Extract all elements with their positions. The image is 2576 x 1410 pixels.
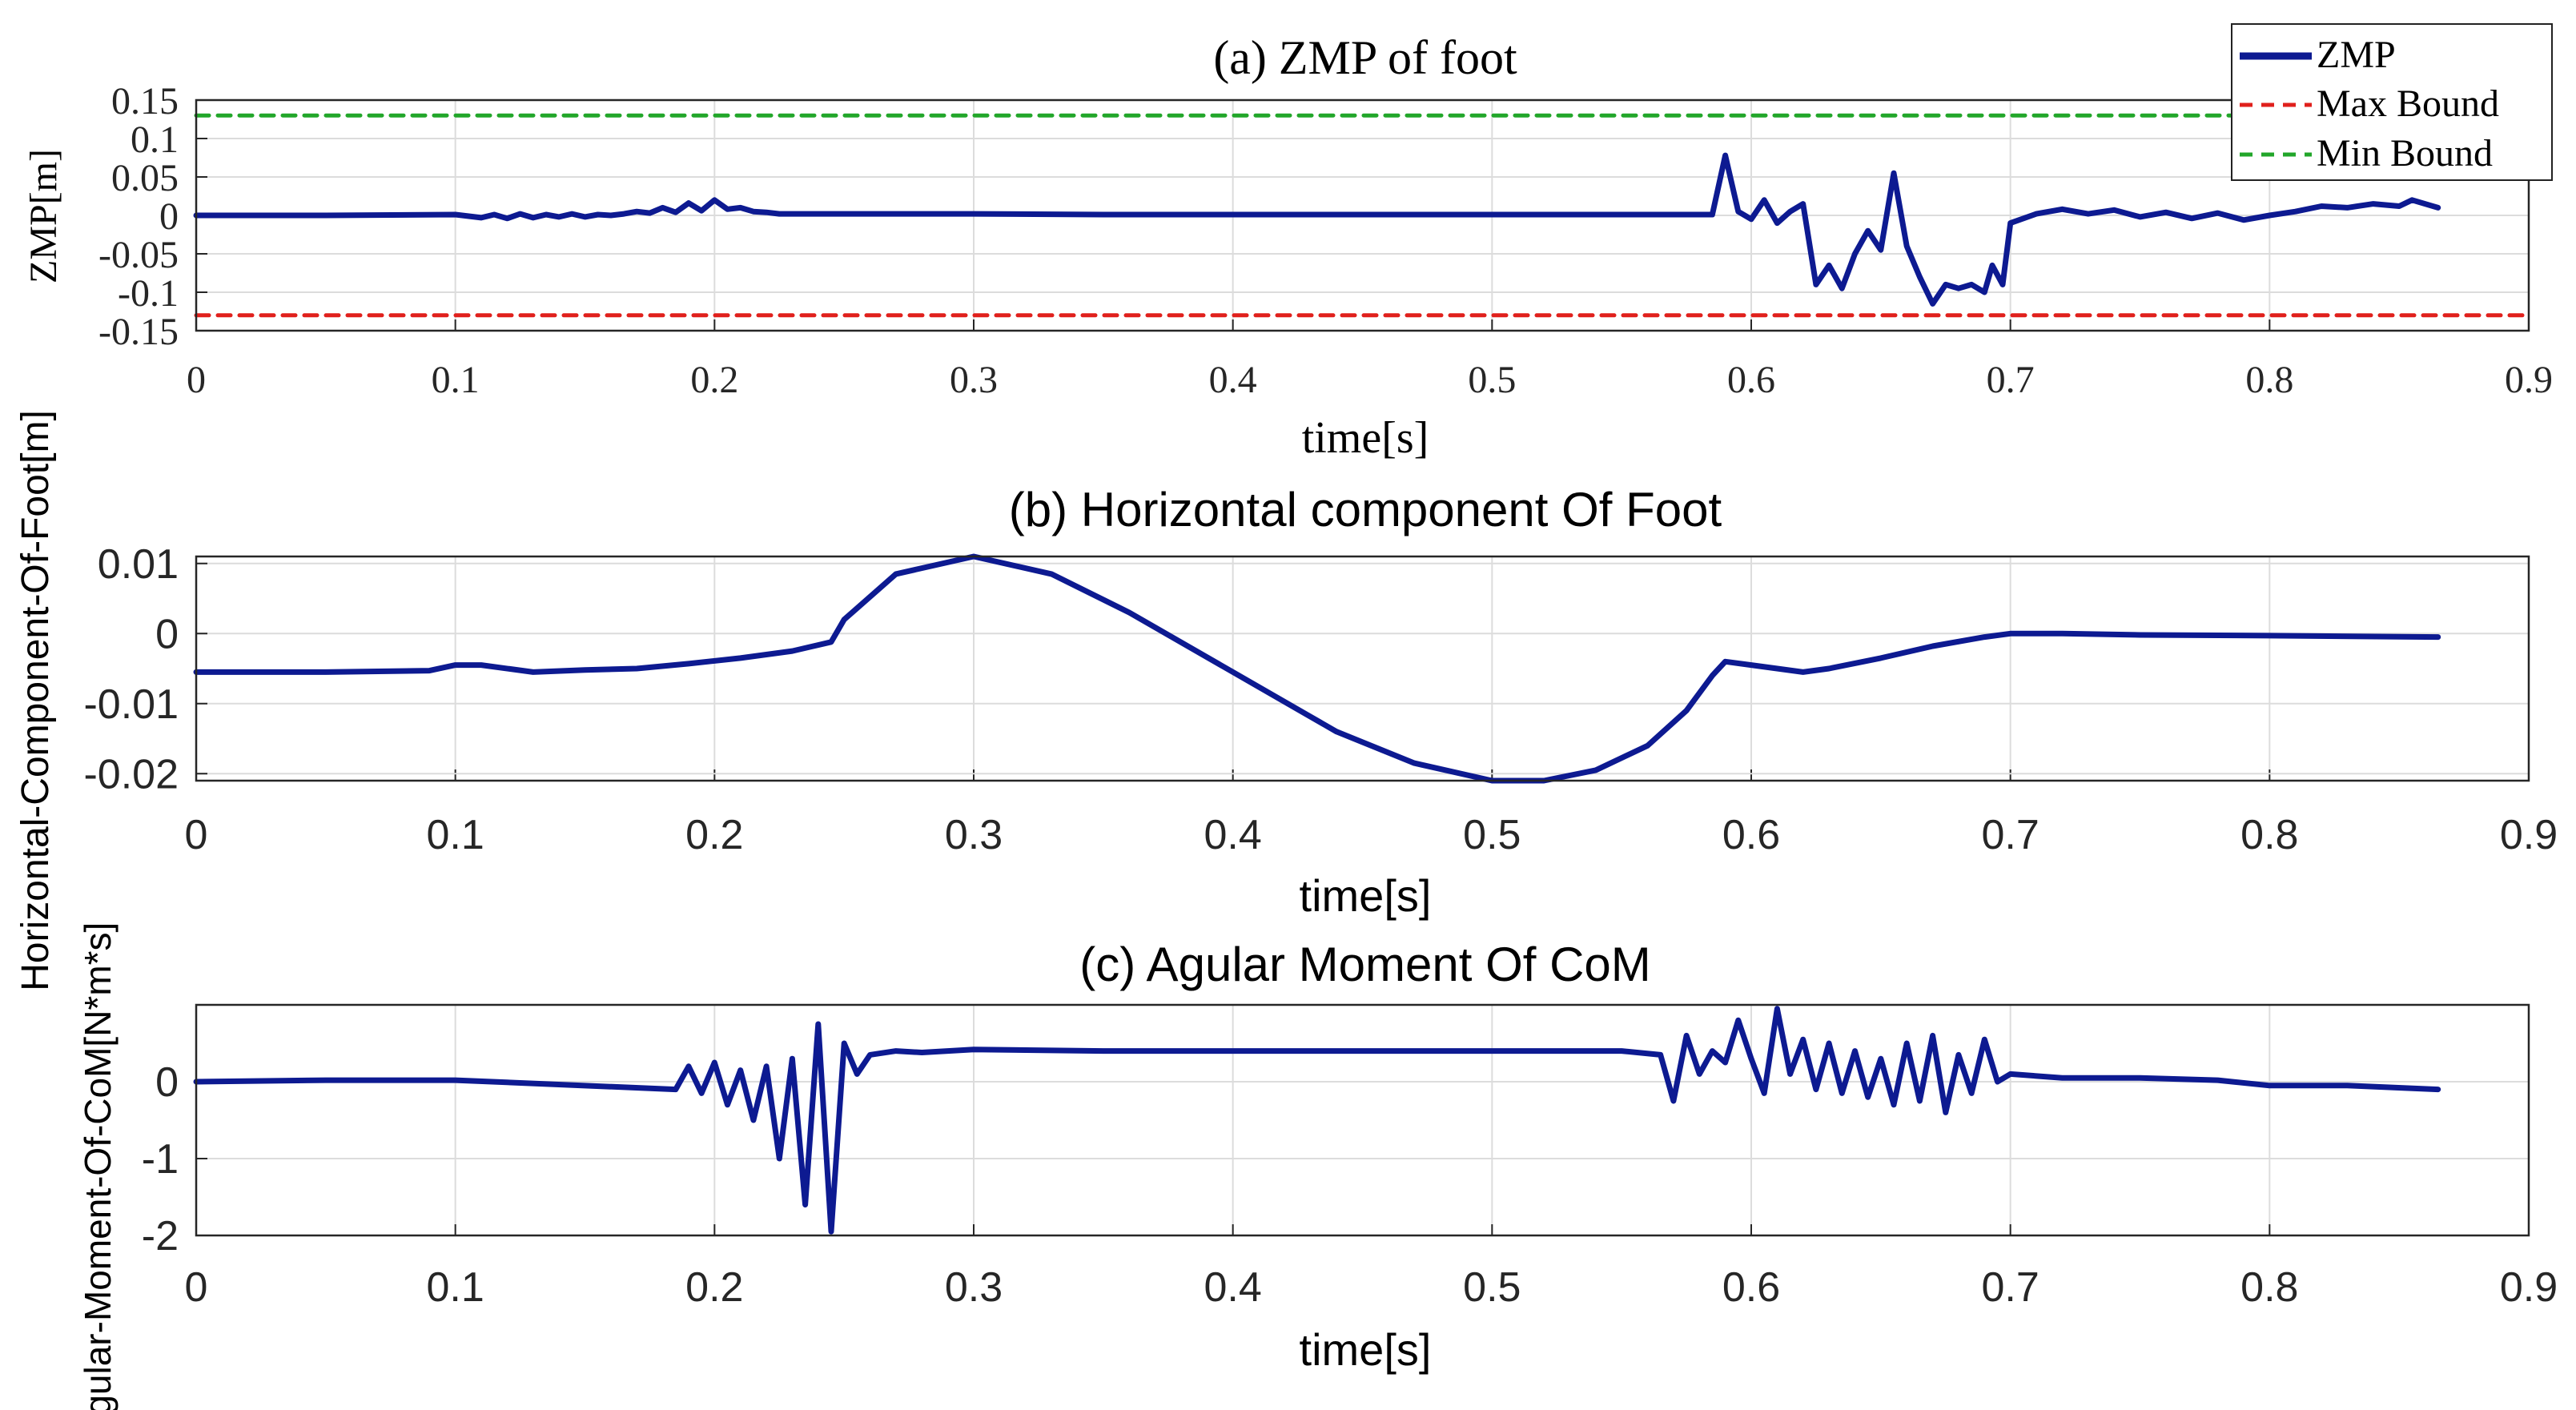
panel-c-xtick-label: 0.6 <box>1722 1264 1780 1311</box>
panel-c-ytick-label: 0 <box>155 1059 179 1106</box>
panel-a-xtick-label: 0.9 <box>2505 359 2553 401</box>
panel-a-ytick-label: 0.05 <box>111 157 179 199</box>
panel-b-xtick-label: 0.5 <box>1463 812 1521 858</box>
legend-label-zmp: ZMP <box>2317 34 2396 76</box>
legend-label-min-bound: Min Bound <box>2317 132 2493 175</box>
panel-c: (c) Agular Moment Of CoM time[s] Agular-… <box>77 922 2558 1410</box>
panel-c-xtick-label: 0.4 <box>1204 1264 1262 1311</box>
panel-b-xtick-label: 0 <box>185 812 208 858</box>
panel-c-axes-frame <box>195 1003 2530 1237</box>
panel-a-xtick-label: 0.3 <box>950 359 998 401</box>
panel-b-xtick-label: 0.3 <box>945 812 1003 858</box>
panel-b-xlabel: time[s] <box>1300 870 1432 921</box>
panel-b-xtick-label: 0.6 <box>1722 812 1780 858</box>
panel-a-series-zmp <box>193 152 2441 307</box>
panel-a-ytick-label: -0.1 <box>118 272 179 315</box>
panel-a-xtick-label: 0.4 <box>1209 359 1257 401</box>
panel-a-axes-frame <box>195 98 2530 332</box>
panel-c-ylabel: Agular-Moment-Of-CoM[N*m*s] <box>77 922 119 1410</box>
panel-c-xtick-label: 0.7 <box>1982 1264 2040 1311</box>
panel-a-ytick-label: 0.1 <box>131 119 179 161</box>
panel-c-xtick-label: 0 <box>185 1264 208 1311</box>
panel-b-ytick-label: -0.02 <box>83 751 179 797</box>
panel-b-xtick-label: 0.2 <box>685 812 743 858</box>
panel-a-ylabel: ZMP[m] <box>22 149 65 283</box>
panel-c-plot-area <box>196 1005 2529 1235</box>
panel-b-plot-area <box>196 556 2529 781</box>
panel-b-xtick-label: 0.9 <box>2500 812 2558 858</box>
panel-a-xtick-label: 0.6 <box>1727 359 1775 401</box>
panel-a-xlabel: time[s] <box>1302 413 1429 463</box>
panel-a-ytick-label: 0 <box>159 195 179 238</box>
panel-b-series-horizontal-component <box>193 553 2441 784</box>
panel-c-xtick-label: 0.2 <box>685 1264 743 1311</box>
panel-b-xtick-label: 0.1 <box>427 812 484 858</box>
panel-a-xtick-label: 0 <box>187 359 206 401</box>
panel-b-xtick-label: 0.8 <box>2240 812 2298 858</box>
panel-b-xtick-label: 0.7 <box>1982 812 2040 858</box>
panel-a-xtick-label: 0.7 <box>1987 359 2035 401</box>
panel-a-title: (a) ZMP of foot <box>1213 31 1517 84</box>
panel-a-ytick-label: -0.15 <box>98 311 179 353</box>
panel-c-xtick-label: 0.5 <box>1463 1264 1521 1311</box>
panel-c-series-angular-moment <box>193 1006 2441 1235</box>
panel-c-xtick-label: 0.9 <box>2500 1264 2558 1311</box>
panel-a-xtick-label: 0.1 <box>432 359 480 401</box>
panel-c-xtick-label: 0.8 <box>2240 1264 2298 1311</box>
panel-b-ytick-label: -0.01 <box>83 681 179 728</box>
panel-b-axes-frame <box>195 555 2530 782</box>
panel-c-xtick-label: 0.3 <box>945 1264 1003 1311</box>
panel-b-ylabel: Horizontal-Component-Of-Foot[m] <box>14 410 57 991</box>
panel-a: (a) ZMP of foot time[s] ZMP[m] 0 0.1 0.2 0.… <box>22 31 2553 463</box>
panel-c-ytick-label: -1 <box>142 1136 179 1183</box>
panel-c-title: (c) Agular Moment Of CoM <box>1079 938 1651 991</box>
panel-a-xtick-label: 0.2 <box>690 359 738 401</box>
panel-b-title: (b) Horizontal component Of Foot <box>1009 483 1722 536</box>
panel-b: (b) Horizontal component Of Foot time[s]… <box>14 410 2558 991</box>
panel-a-xtick-label: 0.5 <box>1468 359 1516 401</box>
panel-c-xtick-label: 0.1 <box>427 1264 484 1311</box>
panel-c-ytick-label: -2 <box>142 1213 179 1259</box>
panel-c-xlabel: time[s] <box>1300 1324 1432 1375</box>
legend: ZMP Max Bound Min Bound <box>2231 23 2553 181</box>
panel-a-ytick-label: -0.05 <box>98 234 179 276</box>
panel-b-ytick-label: 0.01 <box>98 541 179 588</box>
legend-label-max-bound: Max Bound <box>2317 82 2499 125</box>
panel-a-ytick-label: 0.15 <box>111 80 179 123</box>
panel-b-xtick-label: 0.4 <box>1204 812 1262 858</box>
panel-b-ytick-label: 0 <box>155 611 179 657</box>
panel-a-xtick-label: 0.8 <box>2245 359 2293 401</box>
